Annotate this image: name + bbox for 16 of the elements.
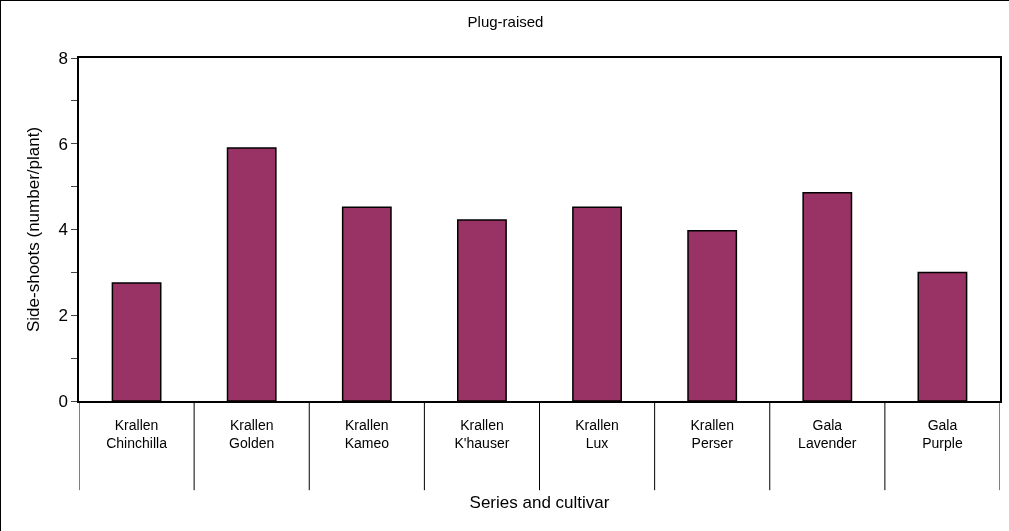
x-tick-label: Gala Lavender xyxy=(798,416,857,451)
x-axis-title: Series and cultivar xyxy=(469,492,610,512)
x-tick-label: Gala Purple xyxy=(922,416,963,451)
y-tick-label: 4 xyxy=(58,220,68,240)
x-tick-label: Krallen Perser xyxy=(690,416,734,451)
chart-title: Plug-raised xyxy=(467,13,544,31)
x-tick-label: Krallen Golden xyxy=(229,416,275,451)
x-tick-label: Krallen Kameo xyxy=(344,416,390,451)
x-tick-label: Krallen Chinchilla xyxy=(106,416,168,451)
y-tick-label: 8 xyxy=(58,48,68,68)
y-axis-title: Side-shoots (number/plant) xyxy=(24,126,44,333)
y-tick-label: 6 xyxy=(58,134,68,154)
y-tick-label: 0 xyxy=(58,391,68,411)
x-tick-label: Krallen K'hauser xyxy=(454,416,510,451)
x-tick-label: Krallen Lux xyxy=(575,416,619,451)
y-tick-label: 2 xyxy=(58,306,68,326)
